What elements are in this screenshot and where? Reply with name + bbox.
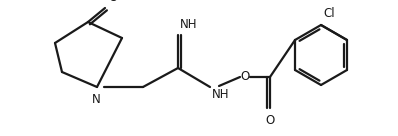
Text: O: O [108,0,117,4]
Text: O: O [265,114,275,127]
Text: Cl: Cl [323,7,335,20]
Text: N: N [92,93,100,106]
Text: O: O [240,70,250,84]
Text: NH: NH [212,88,230,101]
Text: NH: NH [180,18,197,31]
